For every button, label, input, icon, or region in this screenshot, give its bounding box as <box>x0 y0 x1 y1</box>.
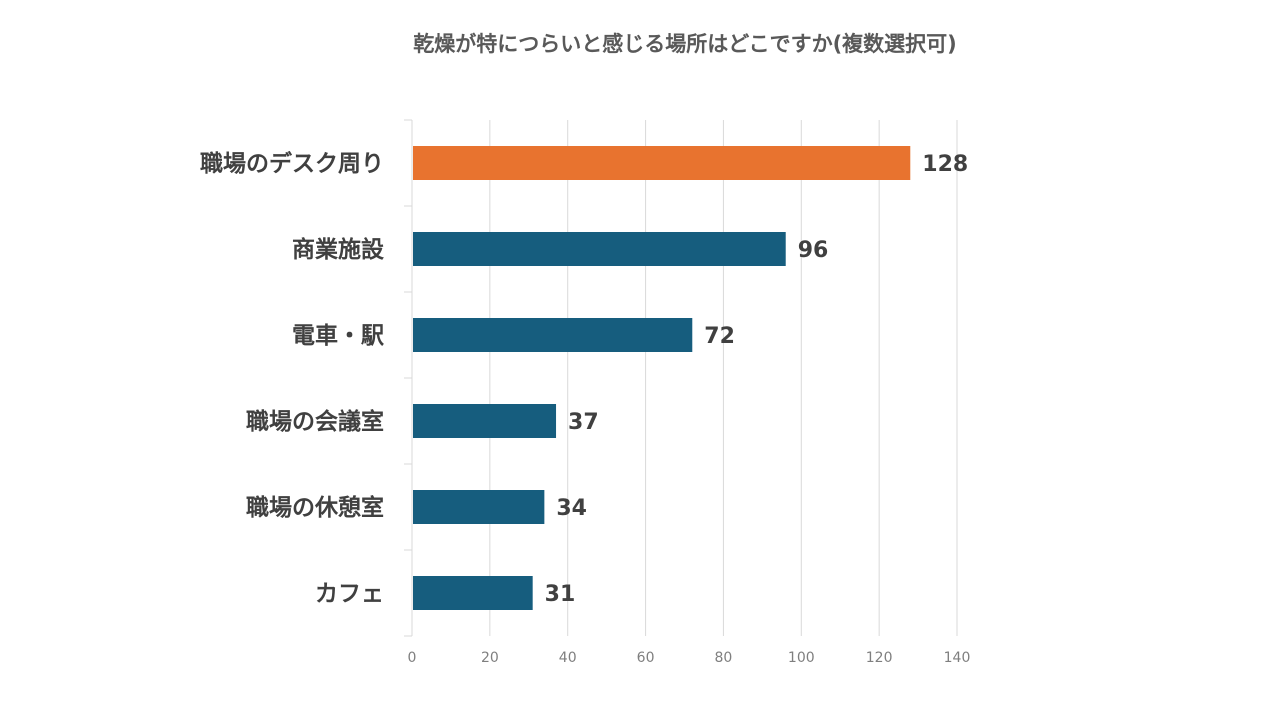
value-label-4: 34 <box>556 496 587 521</box>
x-tick-label-120: 120 <box>866 650 893 666</box>
category-label-1: 商業施設 <box>292 236 385 263</box>
bar-5 <box>413 576 533 610</box>
value-label-0: 128 <box>922 152 968 177</box>
category-label-0: 職場のデスク周り <box>200 150 384 177</box>
bar-4 <box>413 490 545 524</box>
value-label-3: 37 <box>568 410 599 435</box>
x-tick-label-140: 140 <box>944 650 971 666</box>
x-tick-label-60: 60 <box>637 650 655 666</box>
category-axis <box>404 119 413 637</box>
category-label-2: 電車・駅 <box>292 323 384 349</box>
bar-0 <box>413 146 911 180</box>
bar-2 <box>413 318 693 352</box>
bars <box>413 146 911 610</box>
x-tick-label-0: 0 <box>408 650 417 666</box>
value-labels: 128 96 72 37 34 31 <box>545 152 969 607</box>
gridlines <box>489 120 958 636</box>
x-tick-label-20: 20 <box>481 650 499 666</box>
x-tick-label-100: 100 <box>788 650 815 666</box>
category-label-5: カフェ <box>315 581 384 607</box>
x-tick-label-40: 40 <box>559 650 577 666</box>
category-label-3: 職場の会議室 <box>246 408 384 435</box>
bar-1 <box>413 232 786 266</box>
x-tick-label-80: 80 <box>715 650 733 666</box>
category-label-4: 職場の休憩室 <box>246 494 384 521</box>
value-label-1: 96 <box>798 238 829 263</box>
value-label-2: 72 <box>704 324 735 349</box>
chart-title: 乾燥が特につらいと感じる場所はどこですか(複数選択可) <box>413 32 957 56</box>
value-label-5: 31 <box>545 582 576 607</box>
bar-3 <box>413 404 557 438</box>
x-tick-labels: 0 20 40 60 80 100 120 140 <box>408 650 971 666</box>
